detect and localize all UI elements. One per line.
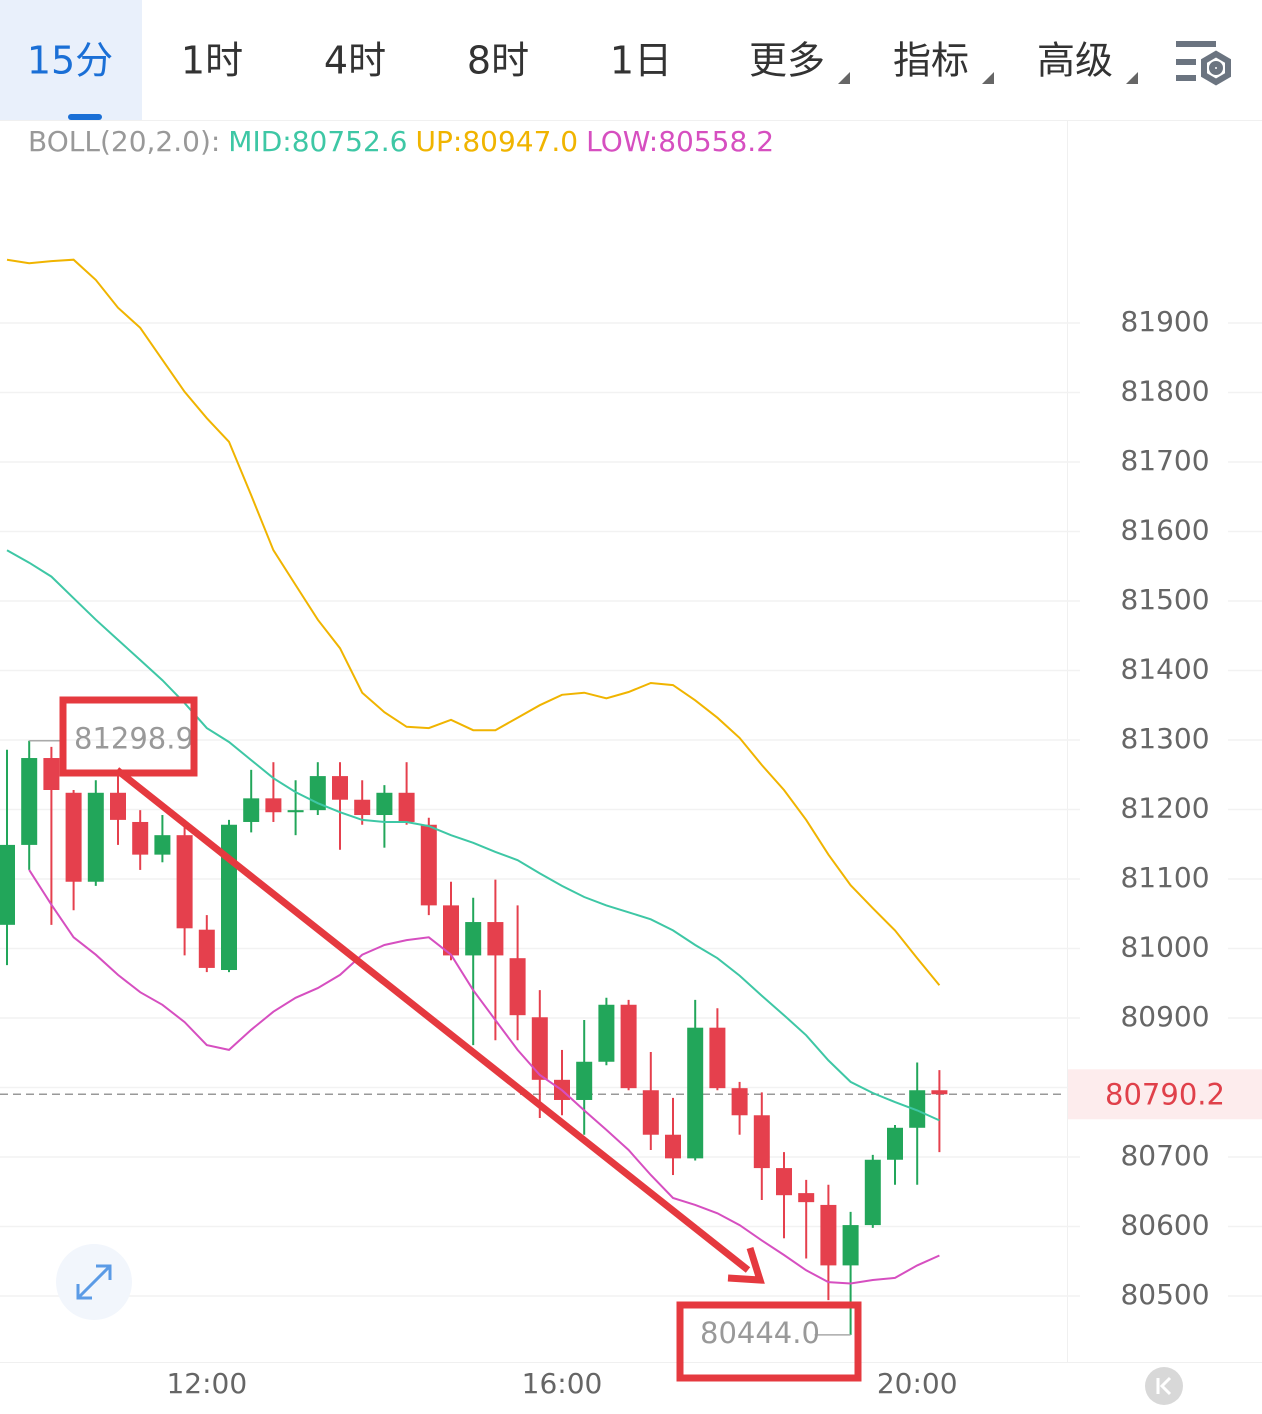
- x-tick-label: 16:00: [522, 1367, 603, 1400]
- y-tick-label: 81000: [1120, 930, 1209, 963]
- y-tick-label: 80600: [1120, 1208, 1209, 1241]
- dropdown-caret: [838, 72, 850, 84]
- y-tick-label: 80700: [1120, 1139, 1209, 1172]
- last-price-label: 80790.2: [1105, 1077, 1225, 1111]
- expand-icon[interactable]: [56, 1244, 132, 1320]
- tab-selected-bg: [0, 0, 142, 120]
- y-tick-label: 81800: [1120, 374, 1209, 407]
- candle-body: [21, 758, 38, 845]
- tab[interactable]: 1时: [181, 39, 243, 83]
- tab-underline: [68, 114, 102, 120]
- y-tick-label: 81600: [1120, 513, 1209, 546]
- x-tick-label: 12:00: [166, 1367, 247, 1400]
- tab[interactable]: 高级: [1037, 39, 1113, 83]
- candle-body: [65, 792, 82, 882]
- y-tick-label: 81100: [1120, 861, 1209, 894]
- y-tick-label: 81200: [1120, 791, 1209, 824]
- candle-body: [709, 1027, 726, 1089]
- tab[interactable]: 8时: [467, 39, 529, 83]
- y-tick-label: 81700: [1120, 444, 1209, 477]
- tab[interactable]: 1日: [610, 39, 672, 83]
- tab[interactable]: 指标: [893, 39, 969, 83]
- candle-body: [687, 1027, 704, 1159]
- min-marker-label: 80444.0: [700, 1316, 820, 1350]
- candle-body: [243, 798, 260, 822]
- candle-body: [642, 1090, 659, 1135]
- candle-body: [576, 1061, 593, 1100]
- y-tick-label: 81500: [1120, 583, 1209, 616]
- candle-body: [776, 1168, 792, 1196]
- plot-area: 8050080600807008080080900810008110081200…: [0, 258, 1262, 1400]
- candle-body: [332, 776, 348, 800]
- candle-body: [198, 929, 215, 968]
- tab[interactable]: 15分: [27, 39, 113, 83]
- candle-body: [820, 1204, 837, 1266]
- candle-body: [87, 792, 104, 882]
- indicator-line: [6, 549, 940, 1122]
- indicator-line: [6, 258, 941, 986]
- candle-body: [909, 1090, 926, 1128]
- indicator-line: [28, 869, 940, 1285]
- candle-body: [620, 1004, 637, 1089]
- tab-list: 15分 1时 4时 8时 1日 更多 指标 高级: [27, 39, 1138, 84]
- candle-body: [465, 922, 482, 956]
- y-tick-label: 80900: [1120, 1000, 1209, 1033]
- candle-body: [931, 1090, 948, 1095]
- last-price-bg: [1068, 1069, 1262, 1120]
- candle-body: [598, 1004, 615, 1062]
- candle-body: [0, 844, 15, 925]
- candle-body: [509, 958, 526, 1016]
- indicator-label: BOLL(20,2.0):: [28, 125, 220, 158]
- candle-body: [43, 758, 60, 790]
- x-tick-label: 20:00: [877, 1367, 958, 1400]
- candle-body: [798, 1193, 815, 1203]
- settings-icon[interactable]: [1176, 41, 1231, 86]
- candle-body: [487, 922, 504, 956]
- candle-body: [154, 835, 171, 855]
- y-tick-label: 81400: [1120, 652, 1209, 685]
- legend-entry: UP:80947.0: [416, 125, 579, 158]
- candle-body: [731, 1088, 748, 1116]
- candle-body: [176, 835, 193, 929]
- y-tick-label: 81900: [1120, 305, 1209, 338]
- dropdown-caret: [1126, 72, 1138, 84]
- candle-body: [864, 1159, 881, 1226]
- candle-body: [354, 799, 371, 816]
- candle-body: [665, 1134, 681, 1159]
- dropdown-caret: [982, 72, 994, 84]
- candle-body: [842, 1225, 859, 1266]
- legend-entry: MID:80752.6: [228, 125, 407, 158]
- legend-entry: LOW:80558.2: [586, 125, 774, 158]
- tab-bar: [0, 0, 1262, 120]
- tab[interactable]: 更多: [749, 39, 825, 83]
- legend: BOLL(20,2.0): MID:80752.6 UP:80947.0 LOW:80…: [28, 125, 774, 158]
- candle-body: [443, 905, 459, 956]
- candle-body: [376, 792, 393, 816]
- candle-body: [110, 792, 126, 820]
- candle-body: [531, 1017, 548, 1080]
- candle-body: [887, 1127, 903, 1160]
- candle-body: [132, 821, 149, 855]
- candle-body: [265, 798, 282, 813]
- candle-body: [287, 810, 304, 813]
- y-tick-label: 81300: [1120, 722, 1209, 755]
- candle-body: [420, 824, 437, 906]
- scroll-end-button[interactable]: [1145, 1367, 1183, 1405]
- tab[interactable]: 4时: [324, 39, 386, 83]
- y-tick-label: 80500: [1120, 1278, 1209, 1311]
- candle-body: [398, 792, 415, 822]
- annotation: [59, 696, 862, 1382]
- candle-body: [221, 824, 237, 971]
- max-marker-label: 81298.9: [74, 722, 194, 756]
- candle-body: [753, 1115, 770, 1169]
